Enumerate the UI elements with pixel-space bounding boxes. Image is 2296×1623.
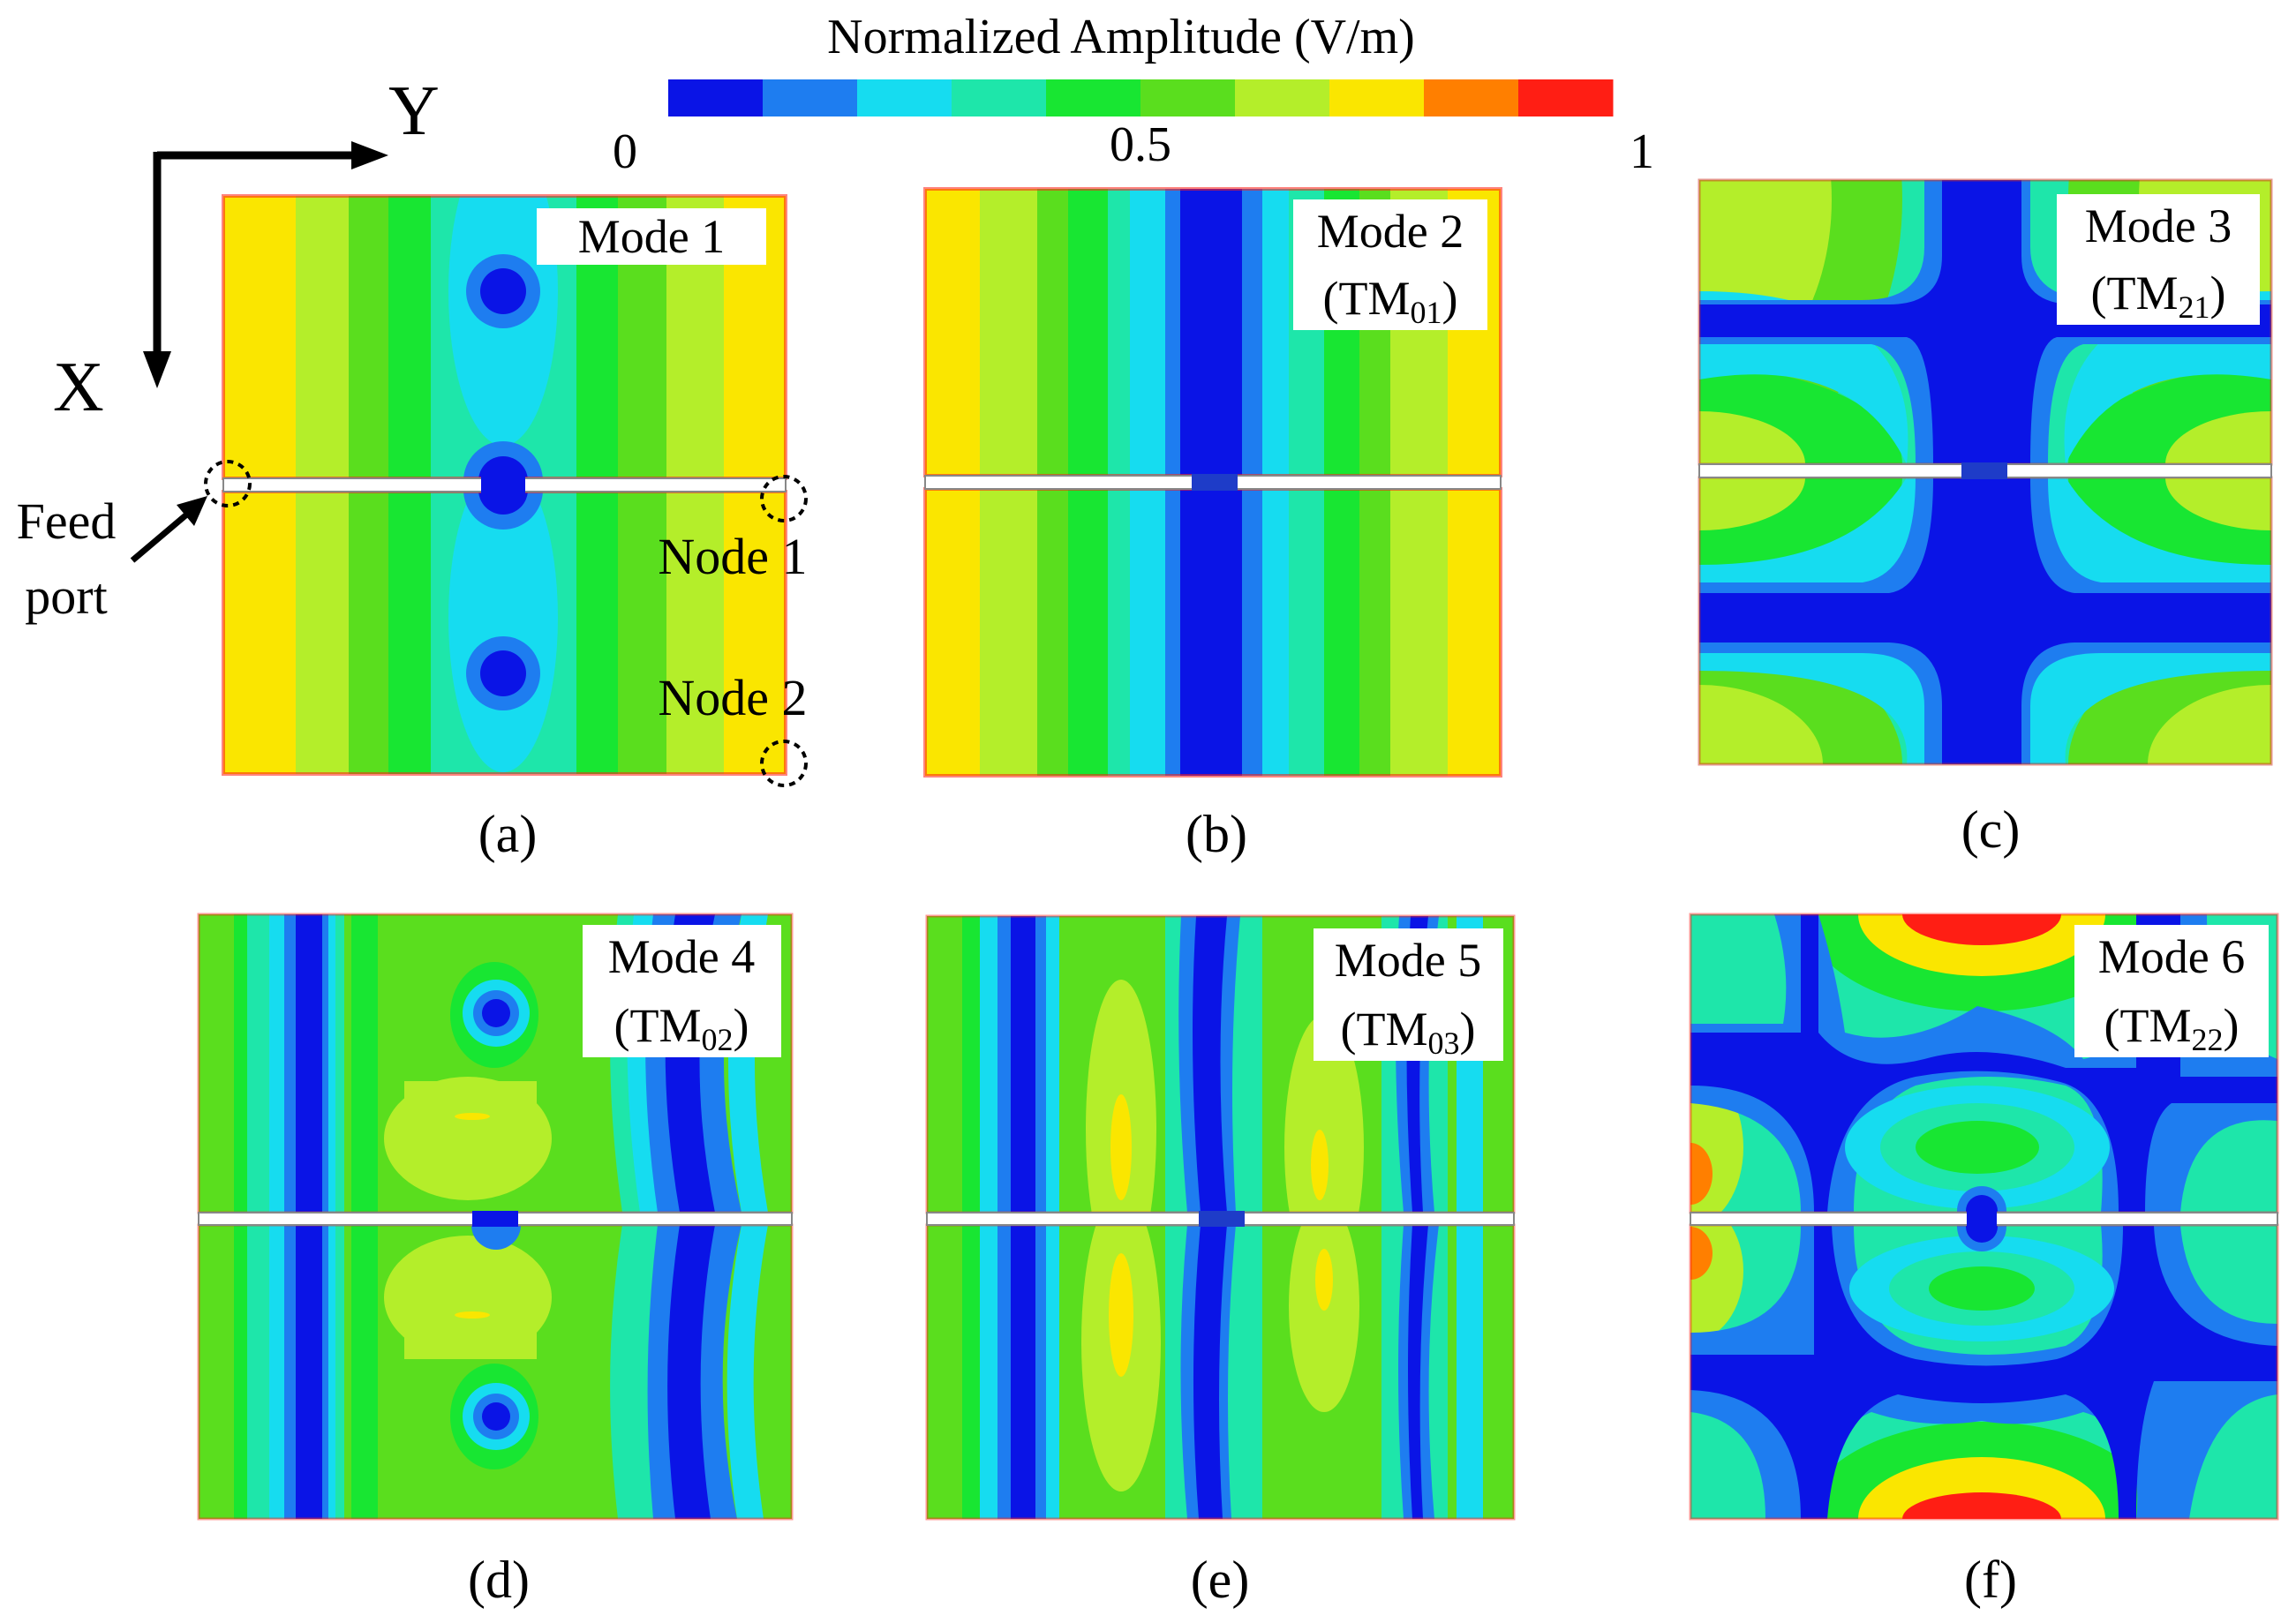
colorbar-cell — [952, 79, 1047, 116]
panel-f-lower-patch — [1690, 1225, 2277, 1519]
node-1-label: Node 1 — [658, 528, 807, 585]
coordinate-axes: Y X — [53, 72, 440, 426]
panel-a-lower-patch — [223, 492, 786, 774]
colorbar-title: Normalized Amplitude (V/m) — [827, 10, 1415, 64]
feed-port-label-line2: port — [25, 567, 107, 625]
mode-label-box — [1314, 928, 1503, 1061]
mode-label-box — [2074, 925, 2269, 1057]
panel-f: Mode 6 (TM22) (f) — [1689, 913, 2279, 1609]
colorbar-cell — [1046, 79, 1141, 116]
panel-caption: (a) — [478, 805, 538, 863]
panel-f-upper-patch — [1690, 914, 2277, 1213]
colorbar-cell — [668, 79, 764, 116]
mode-tm-label: (TM02) — [614, 999, 749, 1057]
panel-c-lower-patch — [1699, 477, 2271, 764]
colorbar-cell — [1329, 79, 1425, 116]
colorbar-cell — [1424, 79, 1519, 116]
mode-label: Mode 1 — [578, 210, 725, 263]
mode-label: Mode 6 — [2098, 930, 2245, 983]
panel-caption: (b) — [1186, 805, 1247, 863]
mode-tm-label: (TM22) — [2104, 999, 2240, 1057]
panel-d-lower-patch — [199, 1225, 792, 1519]
panel-caption: (d) — [468, 1551, 530, 1609]
panel-a: Mode 1 (a) Feed port Node 1 Node 2 — [17, 194, 808, 863]
colorbar-tick-mid: 0.5 — [1110, 117, 1171, 172]
panel-caption: (f) — [1964, 1551, 2017, 1609]
panel-c: Mode 3 (TM21) (c) — [1698, 178, 2273, 859]
mode-tm-label: (TM01) — [1323, 272, 1458, 330]
mode-label-box — [2057, 194, 2260, 325]
y-axis-label: Y — [388, 72, 440, 150]
mode-tm-label: (TM03) — [1341, 1003, 1476, 1061]
mode-label-box — [583, 925, 781, 1057]
panel-d: Mode 4 (TM02) (d) — [197, 913, 794, 1609]
mode-label: Mode 5 — [1335, 934, 1481, 987]
node-2-label: Node 2 — [658, 669, 807, 726]
colorbar-cell — [1518, 79, 1614, 116]
colorbar-tick-max: 1 — [1630, 124, 1654, 179]
node-1-marker — [760, 475, 808, 522]
panel-b-lower-patch — [925, 489, 1501, 776]
colorbar-cell — [1140, 79, 1236, 116]
colorbar-cell — [763, 79, 858, 116]
panel-a-upper-patch — [223, 196, 786, 478]
colorbar-cell — [857, 79, 952, 116]
x-arrowhead-icon — [143, 351, 171, 388]
colorbar: Normalized Amplitude (V/m) 0 0.5 1 — [613, 10, 1654, 179]
mode-label-box — [537, 208, 766, 265]
panel-caption: (c) — [1961, 800, 2021, 859]
panel-caption: (e) — [1191, 1551, 1250, 1609]
panel-e-upper-patch — [927, 916, 1514, 1213]
y-arrowhead-icon — [351, 141, 388, 169]
colorbar-cell — [1235, 79, 1330, 116]
feed-port-arrow — [130, 509, 192, 563]
mode-label: Mode 2 — [1317, 205, 1464, 258]
node-2-marker — [760, 740, 808, 787]
mode-tm-label: (TM21) — [2091, 267, 2226, 325]
feed-port-marker — [204, 460, 252, 507]
x-axis-label: X — [53, 349, 104, 426]
mode-label: Mode 3 — [2085, 199, 2232, 252]
panel-e: Mode 5 (TM03) (e) — [925, 914, 1516, 1609]
panel-e-lower-patch — [927, 1225, 1514, 1519]
colorbar-cells — [668, 79, 1614, 116]
feed-port-label-line1: Feed — [17, 492, 117, 550]
feed-arrowhead-icon — [177, 496, 207, 526]
panel-b: Mode 2 (TM01) (b) — [923, 187, 1502, 863]
mode-label: Mode 4 — [608, 930, 755, 983]
mode-label-box — [1293, 199, 1487, 330]
colorbar-tick-min: 0 — [613, 124, 637, 179]
